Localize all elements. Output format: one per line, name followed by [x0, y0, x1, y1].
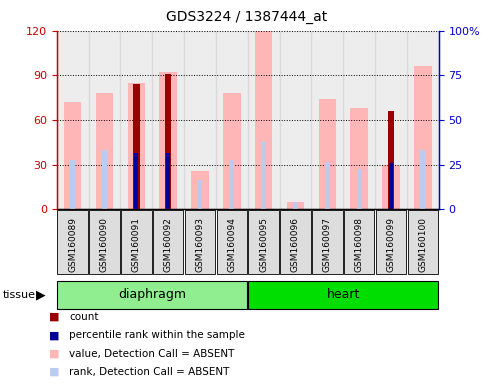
- Text: GSM160096: GSM160096: [291, 217, 300, 272]
- Bar: [261, 142, 266, 209]
- Bar: [165, 74, 172, 209]
- FancyBboxPatch shape: [248, 281, 438, 309]
- Bar: [70, 160, 75, 209]
- Text: GSM160093: GSM160093: [195, 217, 205, 272]
- Text: value, Detection Call = ABSENT: value, Detection Call = ABSENT: [69, 349, 234, 359]
- Bar: [357, 169, 362, 209]
- Bar: [287, 202, 304, 209]
- Bar: [382, 165, 400, 209]
- FancyBboxPatch shape: [376, 210, 406, 274]
- Text: GDS3224 / 1387444_at: GDS3224 / 1387444_at: [166, 10, 327, 23]
- FancyBboxPatch shape: [57, 210, 88, 274]
- Text: ■: ■: [49, 367, 60, 377]
- Bar: [387, 111, 394, 209]
- Bar: [414, 66, 431, 209]
- Bar: [198, 180, 203, 209]
- Text: GSM160091: GSM160091: [132, 217, 141, 272]
- Bar: [375, 31, 407, 209]
- FancyBboxPatch shape: [248, 210, 279, 274]
- Bar: [216, 31, 247, 209]
- Text: GSM160089: GSM160089: [68, 217, 77, 272]
- Bar: [280, 31, 312, 209]
- Bar: [135, 153, 138, 209]
- Bar: [166, 153, 170, 209]
- Bar: [159, 73, 177, 209]
- Text: percentile rank within the sample: percentile rank within the sample: [69, 330, 245, 340]
- FancyBboxPatch shape: [121, 210, 151, 274]
- Text: tissue: tissue: [2, 290, 35, 300]
- FancyBboxPatch shape: [57, 281, 247, 309]
- Bar: [312, 31, 343, 209]
- FancyBboxPatch shape: [89, 210, 120, 274]
- FancyBboxPatch shape: [344, 210, 375, 274]
- FancyBboxPatch shape: [185, 210, 215, 274]
- Text: rank, Detection Call = ABSENT: rank, Detection Call = ABSENT: [69, 367, 229, 377]
- Bar: [102, 150, 107, 209]
- Bar: [343, 31, 375, 209]
- FancyBboxPatch shape: [312, 210, 343, 274]
- Text: ■: ■: [49, 330, 60, 340]
- FancyBboxPatch shape: [216, 210, 247, 274]
- Bar: [89, 31, 120, 209]
- Bar: [325, 162, 330, 209]
- Text: ■: ■: [49, 349, 60, 359]
- Text: GSM160100: GSM160100: [419, 217, 427, 272]
- FancyBboxPatch shape: [153, 210, 183, 274]
- Bar: [120, 31, 152, 209]
- Bar: [191, 170, 209, 209]
- Text: ■: ■: [49, 312, 60, 322]
- Bar: [64, 102, 81, 209]
- Text: GSM160098: GSM160098: [354, 217, 364, 272]
- Text: ▶: ▶: [35, 288, 45, 301]
- Bar: [229, 160, 234, 209]
- Bar: [96, 93, 113, 209]
- Bar: [128, 83, 145, 209]
- Bar: [184, 31, 216, 209]
- Bar: [247, 31, 280, 209]
- Text: GSM160092: GSM160092: [164, 217, 173, 272]
- Text: GSM160094: GSM160094: [227, 217, 236, 272]
- Bar: [318, 99, 336, 209]
- Bar: [421, 150, 425, 209]
- FancyBboxPatch shape: [280, 210, 311, 274]
- Bar: [133, 84, 140, 209]
- Bar: [152, 31, 184, 209]
- FancyBboxPatch shape: [408, 210, 438, 274]
- Bar: [389, 163, 393, 209]
- Bar: [255, 31, 273, 209]
- Bar: [351, 108, 368, 209]
- Bar: [407, 31, 439, 209]
- Text: count: count: [69, 312, 99, 322]
- Text: GSM160097: GSM160097: [323, 217, 332, 272]
- Text: diaphragm: diaphragm: [118, 288, 186, 301]
- Bar: [57, 31, 89, 209]
- Text: GSM160099: GSM160099: [387, 217, 395, 272]
- Text: GSM160095: GSM160095: [259, 217, 268, 272]
- Bar: [293, 202, 298, 209]
- Text: heart: heart: [326, 288, 360, 301]
- Bar: [223, 93, 241, 209]
- Text: GSM160090: GSM160090: [100, 217, 109, 272]
